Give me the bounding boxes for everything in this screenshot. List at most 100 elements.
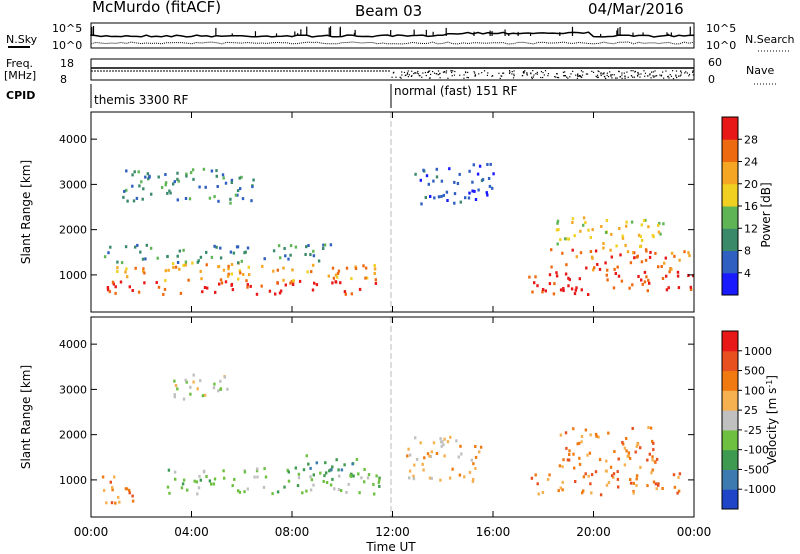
heatmap-cell [191, 261, 194, 265]
heatmap-cell [598, 267, 602, 271]
heatmap-cell [453, 201, 456, 205]
colorbar-frame [721, 330, 739, 510]
heatmap-cell [568, 449, 571, 453]
nave-sample [660, 75, 662, 77]
heatmap-cell [419, 178, 422, 182]
heatmap-cell [210, 169, 214, 173]
heatmap-cell [557, 228, 560, 232]
heatmap-cell [283, 485, 286, 489]
heatmap-cell [186, 488, 189, 492]
nave-sample [660, 74, 663, 76]
heatmap-cell [572, 452, 575, 456]
heatmap-cell [196, 387, 199, 391]
nave-sample [481, 72, 483, 74]
colorbar-swatch [722, 370, 738, 391]
heatmap-cell [658, 221, 661, 225]
y-tick-label: 4000 [59, 338, 87, 351]
heatmap-cell [458, 172, 461, 176]
heatmap-cell [406, 454, 409, 458]
heatmap-cell [112, 282, 115, 286]
heatmap-cell [277, 244, 281, 248]
nave-sample [511, 71, 513, 73]
nave-sample [463, 74, 465, 76]
heatmap-cell [111, 280, 115, 284]
nave-sample [465, 71, 467, 74]
heatmap-cell [184, 378, 187, 382]
nave-sample [564, 71, 566, 73]
heatmap-cell [289, 244, 293, 248]
x-tick-label: 00:00 [677, 525, 712, 539]
heatmap-cell [407, 447, 410, 451]
nave-sample [636, 75, 639, 77]
heatmap-cell [185, 174, 188, 178]
nave-sample [672, 70, 674, 72]
heatmap-cell [561, 251, 564, 255]
heatmap-cell [408, 476, 411, 480]
heatmap-cell [479, 445, 483, 449]
nave-sample [650, 77, 652, 79]
heatmap-cell [604, 261, 607, 265]
heatmap-cell [474, 455, 478, 459]
heatmap-cell [297, 476, 301, 480]
nave-sample [474, 72, 476, 74]
heatmap-cell [256, 467, 259, 471]
nave-sample [487, 72, 489, 74]
heatmap-cell [659, 232, 662, 236]
heatmap-cell [561, 488, 564, 492]
heatmap-cell [635, 474, 639, 478]
nave-sample [685, 71, 687, 73]
velocity-ylabel: Slant Range [km] [19, 365, 33, 469]
heatmap-cell [227, 267, 230, 271]
heatmap-cell [425, 174, 429, 178]
nave-sample [524, 70, 526, 72]
heatmap-cell [246, 283, 249, 287]
heatmap-cell [678, 472, 682, 476]
y-tick-label: 2000 [59, 429, 87, 442]
heatmap-cell [567, 237, 570, 241]
heatmap-cell [426, 452, 430, 456]
nave-sample [410, 75, 413, 78]
nave-sample [417, 73, 420, 75]
heatmap-cell [202, 167, 206, 171]
nave-sample [692, 70, 694, 72]
heatmap-cell [180, 486, 184, 490]
nave-sample [429, 77, 431, 79]
nave-sample [401, 74, 403, 76]
nave-sample [675, 75, 677, 77]
colorbar-tick-label: -1000 [744, 483, 776, 496]
heatmap-cell [239, 271, 242, 275]
colorbar-tick-label: 500 [744, 365, 765, 378]
heatmap-cell [546, 477, 550, 481]
heatmap-cell [182, 478, 186, 482]
heatmap-cell [173, 393, 176, 397]
heatmap-cell [302, 468, 306, 472]
heatmap-cell [670, 251, 674, 255]
heatmap-cell [203, 286, 207, 289]
heatmap-cell [230, 282, 234, 286]
heatmap-cell [136, 243, 139, 247]
heatmap-cell [673, 254, 676, 258]
nave-sample [616, 77, 618, 79]
colorbar-tick-label: 12 [744, 222, 758, 235]
nave-sample [523, 71, 525, 73]
heatmap-cell [528, 275, 531, 279]
heatmap-cell [556, 221, 559, 225]
heatmap-cell [227, 272, 230, 276]
heatmap-cell [634, 450, 637, 454]
heatmap-cell [305, 245, 308, 249]
heatmap-cell [312, 473, 315, 477]
heatmap-cell [657, 230, 661, 234]
heatmap-cell [213, 382, 216, 386]
heatmap-cell [580, 440, 583, 444]
heatmap-cell [637, 275, 640, 278]
heatmap-cell [621, 441, 624, 444]
x-axis-label: Time UT [365, 540, 416, 554]
heatmap-cell [312, 483, 315, 487]
heatmap-cell [565, 263, 568, 267]
heatmap-cell [657, 223, 660, 227]
heatmap-cell [178, 267, 181, 271]
nave-sample [411, 70, 413, 72]
heatmap-cell [590, 473, 594, 477]
heatmap-cell [470, 458, 473, 462]
heatmap-cell [142, 187, 145, 191]
